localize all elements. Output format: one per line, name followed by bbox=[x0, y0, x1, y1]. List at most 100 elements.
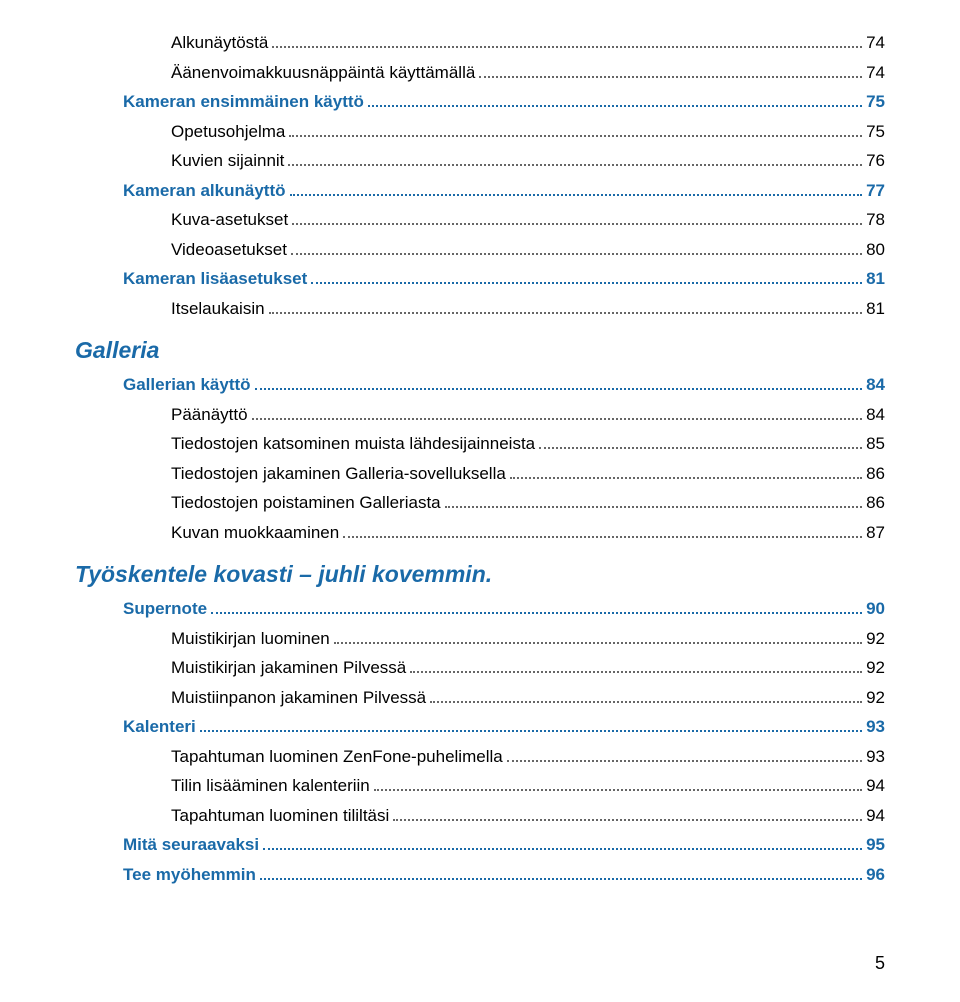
toc-entry-page: 75 bbox=[866, 89, 885, 115]
toc-entry-page: 90 bbox=[866, 596, 885, 622]
toc-entry-label: Äänenvoimakkuusnäppäintä käyttämällä bbox=[171, 60, 475, 86]
toc-entry-page: 87 bbox=[866, 520, 885, 546]
section-heading-tyoskentele: Työskentele kovasti – juhli kovemmin. bbox=[75, 561, 885, 588]
toc-entry-page: 85 bbox=[866, 431, 885, 457]
toc-entry[interactable]: Äänenvoimakkuusnäppäintä käyttämällä 74 bbox=[75, 60, 885, 86]
toc-entry-label: Kuva-asetukset bbox=[171, 207, 288, 233]
toc-entry-label: Kameran alkunäyttö bbox=[123, 178, 286, 204]
toc-entry-label: Tapahtuman luominen ZenFone-puhelimella bbox=[171, 744, 503, 770]
toc-entry[interactable]: Mitä seuraavaksi 95 bbox=[75, 832, 885, 858]
toc-entry-label: Opetusohjelma bbox=[171, 119, 285, 145]
toc-entry-page: 94 bbox=[866, 803, 885, 829]
toc-entry[interactable]: Gallerian käyttö84 bbox=[75, 372, 885, 398]
toc-entry-page: 93 bbox=[866, 744, 885, 770]
toc-entry-label: Muistikirjan jakaminen Pilvessä bbox=[171, 655, 406, 681]
toc-dots bbox=[289, 135, 862, 137]
toc-entry[interactable]: Kuva-asetukset 78 bbox=[75, 207, 885, 233]
toc-entry[interactable]: Itselaukaisin81 bbox=[75, 296, 885, 322]
toc-entry-label: Tapahtuman luominen tililtäsi bbox=[171, 803, 389, 829]
toc-entry-page: 84 bbox=[866, 402, 885, 428]
toc-entry-label: Alkunäytöstä bbox=[171, 30, 268, 56]
toc-entry-page: 94 bbox=[866, 773, 885, 799]
toc-entry[interactable]: Muistikirjan jakaminen Pilvessä 92 bbox=[75, 655, 885, 681]
toc-entry[interactable]: Kuvan muokkaaminen 87 bbox=[75, 520, 885, 546]
toc-entry-label: Kuvien sijainnit bbox=[171, 148, 284, 174]
toc-entry-page: 75 bbox=[866, 119, 885, 145]
toc-entry[interactable]: Tilin lisääminen kalenteriin 94 bbox=[75, 773, 885, 799]
toc-entry-label: Gallerian käyttö bbox=[123, 372, 251, 398]
toc-entry-page: 74 bbox=[866, 60, 885, 86]
toc-entry[interactable]: Kameran lisäasetukset 81 bbox=[75, 266, 885, 292]
toc-entry-label: Tilin lisääminen kalenteriin bbox=[171, 773, 370, 799]
toc-entry-page: 86 bbox=[866, 461, 885, 487]
toc-entry[interactable]: Tee myöhemmin 96 bbox=[75, 862, 885, 888]
toc-entry[interactable]: Opetusohjelma 75 bbox=[75, 119, 885, 145]
page-number: 5 bbox=[875, 953, 885, 974]
toc-dots bbox=[263, 848, 862, 850]
toc-dots bbox=[430, 701, 862, 703]
toc-entry-label: Kameran lisäasetukset bbox=[123, 266, 307, 292]
toc-dots bbox=[269, 312, 863, 314]
toc-entry[interactable]: Videoasetukset80 bbox=[75, 237, 885, 263]
toc-entry[interactable]: Tiedostojen poistaminen Galleriasta86 bbox=[75, 490, 885, 516]
toc-entry[interactable]: Muistiinpanon jakaminen Pilvessä 92 bbox=[75, 685, 885, 711]
toc-entry-label: Kuvan muokkaaminen bbox=[171, 520, 339, 546]
toc-entry-page: 78 bbox=[866, 207, 885, 233]
toc-dots bbox=[252, 418, 863, 420]
table-of-contents: Alkunäytöstä74Äänenvoimakkuusnäppäintä k… bbox=[75, 30, 885, 887]
toc-dots bbox=[260, 878, 862, 880]
toc-entry[interactable]: Supernote 90 bbox=[75, 596, 885, 622]
toc-dots bbox=[291, 253, 862, 255]
toc-entry-page: 92 bbox=[866, 626, 885, 652]
toc-entry-page: 81 bbox=[866, 266, 885, 292]
toc-dots bbox=[272, 46, 862, 48]
toc-entry-page: 93 bbox=[866, 714, 885, 740]
toc-entry-page: 92 bbox=[866, 655, 885, 681]
toc-entry-page: 95 bbox=[866, 832, 885, 858]
toc-entry-label: Muistikirjan luominen bbox=[171, 626, 330, 652]
toc-entry-label: Itselaukaisin bbox=[171, 296, 265, 322]
toc-dots bbox=[479, 76, 862, 78]
toc-entry[interactable]: Tiedostojen katsominen muista lähdesijai… bbox=[75, 431, 885, 457]
toc-entry-page: 86 bbox=[866, 490, 885, 516]
toc-entry-label: Päänäyttö bbox=[171, 402, 248, 428]
toc-entry[interactable]: Muistikirjan luominen 92 bbox=[75, 626, 885, 652]
toc-dots bbox=[410, 671, 862, 673]
toc-entry-label: Tee myöhemmin bbox=[123, 862, 256, 888]
toc-dots bbox=[311, 282, 862, 284]
toc-entry-page: 92 bbox=[866, 685, 885, 711]
toc-entry-label: Supernote bbox=[123, 596, 207, 622]
toc-entry[interactable]: Kalenteri 93 bbox=[75, 714, 885, 740]
toc-dots bbox=[200, 730, 862, 732]
toc-dots bbox=[255, 388, 863, 390]
toc-entry-page: 96 bbox=[866, 862, 885, 888]
toc-entry-label: Mitä seuraavaksi bbox=[123, 832, 259, 858]
toc-entry[interactable]: Alkunäytöstä74 bbox=[75, 30, 885, 56]
toc-entry-page: 76 bbox=[866, 148, 885, 174]
toc-entry-label: Tiedostojen katsominen muista lähdesijai… bbox=[171, 431, 535, 457]
toc-entry[interactable]: Tiedostojen jakaminen Galleria-sovelluks… bbox=[75, 461, 885, 487]
toc-entry[interactable]: Päänäyttö 84 bbox=[75, 402, 885, 428]
toc-dots bbox=[374, 789, 862, 791]
toc-entry-label: Muistiinpanon jakaminen Pilvessä bbox=[171, 685, 426, 711]
section-heading-galleria: Galleria bbox=[75, 337, 885, 364]
toc-entry[interactable]: Tapahtuman luominen tililtäsi 94 bbox=[75, 803, 885, 829]
toc-dots bbox=[211, 612, 862, 614]
toc-entry-label: Kalenteri bbox=[123, 714, 196, 740]
toc-entry[interactable]: Kuvien sijainnit 76 bbox=[75, 148, 885, 174]
toc-dots bbox=[445, 506, 862, 508]
toc-dots bbox=[393, 819, 862, 821]
toc-entry-label: Tiedostojen jakaminen Galleria-sovelluks… bbox=[171, 461, 506, 487]
toc-entry[interactable]: Kameran ensimmäinen käyttö 75 bbox=[75, 89, 885, 115]
toc-entry[interactable]: Tapahtuman luominen ZenFone-puhelimella 9… bbox=[75, 744, 885, 770]
toc-dots bbox=[290, 194, 863, 196]
toc-dots bbox=[507, 760, 862, 762]
toc-dots bbox=[292, 223, 862, 225]
toc-entry[interactable]: Kameran alkunäyttö77 bbox=[75, 178, 885, 204]
toc-dots bbox=[368, 105, 862, 107]
toc-entry-label: Kameran ensimmäinen käyttö bbox=[123, 89, 364, 115]
toc-dots bbox=[539, 447, 862, 449]
toc-dots bbox=[343, 536, 862, 538]
toc-dots bbox=[334, 642, 862, 644]
toc-dots bbox=[288, 164, 862, 166]
